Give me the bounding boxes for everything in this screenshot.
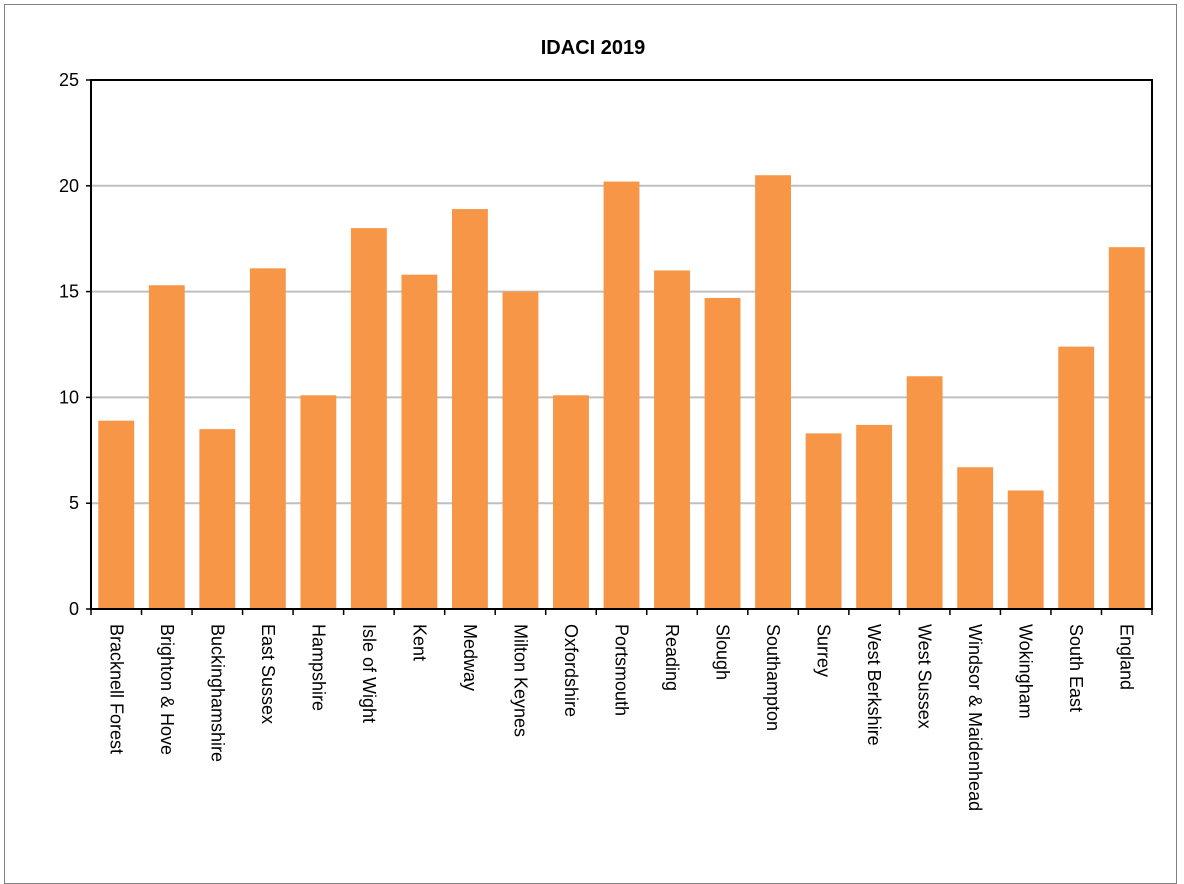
x-category-label: Surrey (814, 624, 834, 677)
x-category-label: Reading (662, 624, 682, 691)
bar (755, 175, 792, 609)
bar (603, 181, 640, 609)
x-category-label: Slough (713, 624, 733, 680)
bar (199, 429, 236, 609)
x-category-label: Hampshire (308, 624, 328, 711)
x-category-label: Milton Keynes (510, 624, 530, 737)
bar (704, 297, 741, 609)
y-tick-label: 0 (69, 599, 79, 619)
bar (502, 291, 539, 609)
plot-area-border (90, 79, 1153, 610)
bar (451, 209, 488, 610)
x-category-label: Medway (460, 624, 480, 691)
x-category-label: East Sussex (258, 624, 278, 724)
x-category-label: Brighton & Hove (157, 624, 177, 755)
x-category-label: Buckinghamshire (207, 624, 227, 762)
y-tick-label: 20 (59, 176, 79, 196)
x-category-label: West Berkshire (864, 624, 884, 746)
bar (249, 268, 286, 609)
y-tick-labels: 0 5 10 15 20 25 (59, 70, 79, 619)
chart-title: IDACI 2019 (541, 37, 646, 59)
bar (350, 228, 387, 609)
bar (957, 467, 994, 609)
bar (401, 274, 438, 609)
x-category-label: Wokingham (1016, 624, 1036, 719)
bar (148, 285, 185, 609)
bar (654, 270, 690, 609)
y-tick-label: 10 (59, 387, 79, 407)
bar (98, 420, 135, 609)
x-category-label: Oxfordshire (561, 624, 581, 717)
bar (906, 376, 943, 609)
x-category-label: Portsmouth (612, 624, 632, 716)
x-category-label: South East (1066, 624, 1086, 712)
x-category-label: Kent (409, 624, 429, 661)
bar (805, 433, 842, 609)
y-tick-label: 25 (59, 70, 79, 90)
x-category-labels: Bracknell Forest Brighton & Hove Buckingha… (106, 624, 1136, 811)
bar (300, 395, 337, 609)
y-tick-label: 15 (59, 282, 79, 302)
y-tick-label: 5 (69, 493, 79, 513)
x-category-label: Bracknell Forest (106, 624, 126, 754)
bar (1108, 247, 1145, 609)
bar (856, 424, 893, 609)
x-category-label: West Sussex (915, 624, 935, 729)
axes (86, 79, 1153, 615)
x-category-label: Isle of Wight (359, 624, 379, 723)
bar (1007, 490, 1044, 609)
x-category-label: Southampton (763, 624, 783, 731)
bar (553, 395, 589, 609)
bar (1058, 346, 1095, 609)
x-category-label: Windsor & Maidenhead (965, 624, 985, 811)
x-category-label: England (1117, 624, 1137, 690)
bars (98, 175, 1145, 610)
